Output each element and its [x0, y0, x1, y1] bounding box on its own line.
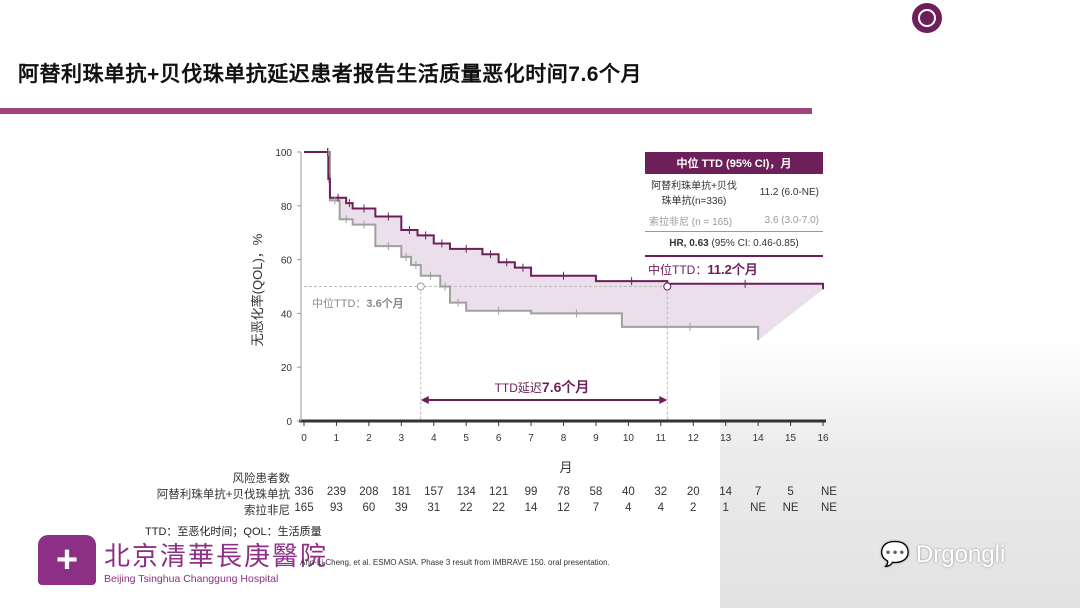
median-sora-label: 中位TTD：3.6个月	[312, 296, 404, 310]
hospital-cross-icon	[38, 535, 96, 585]
x-tick-label: 9	[593, 433, 599, 444]
x-tick-label: 5	[463, 433, 469, 444]
risk-count: 157	[424, 486, 444, 498]
y-tick-label: 80	[281, 202, 293, 213]
risk-count: 2	[690, 502, 697, 514]
risk-row-label: 索拉非尼	[244, 505, 290, 517]
wechat-icon: 💬	[880, 541, 910, 568]
legend-value: 11.2 (6.0-NE)	[759, 186, 819, 198]
slide-title: 阿替利珠单抗+贝伐珠单抗延迟患者报告生活质量恶化时间7.6个月	[18, 63, 642, 86]
hospital-name-en: Beijing Tsinghua Changgung Hospital	[104, 572, 279, 585]
hospital-logo: 北京清華長庚醫院 Beijing Tsinghua Changgung Hosp…	[38, 535, 328, 585]
risk-count: 14	[719, 486, 733, 498]
risk-count: 134	[456, 486, 476, 498]
risk-count: 165	[294, 502, 314, 514]
risk-count: 5	[787, 486, 794, 498]
x-tick-label: 10	[623, 433, 635, 444]
x-tick-label: 13	[720, 433, 732, 444]
y-axis-label: 无恶化率(QOL)，%	[250, 233, 265, 346]
y-tick-label: 20	[281, 363, 293, 374]
legend-label: 阿替利珠单抗+贝伐珠单抗(n=336)	[651, 181, 737, 207]
risk-count: 32	[654, 486, 668, 498]
risk-count: 208	[359, 486, 379, 498]
delay-label: TTD延迟7.6个月	[495, 379, 590, 395]
y-tick-label: 0	[286, 417, 292, 428]
arrow-right-icon	[659, 396, 668, 404]
x-tick-label: 11	[656, 433, 667, 444]
risk-count: 31	[427, 502, 441, 514]
y-tick-label: 40	[281, 309, 293, 320]
legend-value: 3.6 (3.0-7.0)	[764, 215, 819, 226]
arrow-left-icon	[420, 396, 429, 404]
hospital-name-cn: 北京清華長庚醫院	[104, 541, 329, 572]
x-tick-label: 2	[366, 433, 372, 444]
median-marker	[663, 282, 672, 291]
risk-count: 239	[326, 486, 347, 498]
x-tick-label: 0	[301, 433, 307, 444]
x-tick-label: 4	[431, 433, 437, 444]
x-tick-label: 8	[561, 433, 567, 444]
risk-count: 121	[489, 486, 509, 498]
risk-count: 93	[330, 502, 343, 514]
risk-count: 14	[524, 502, 538, 514]
y-tick-label: 100	[275, 148, 292, 159]
x-tick-label: 6	[496, 433, 502, 444]
hazard-ratio: HR, 0.63 (95% CI: 0.46-0.85)	[645, 232, 823, 257]
legend-row-atezo: 阿替利珠单抗+贝伐珠单抗(n=336) 11.2 (6.0-NE)	[645, 174, 823, 210]
median-marker	[416, 282, 425, 291]
risk-count: 58	[589, 486, 603, 498]
risk-count: 99	[524, 486, 538, 498]
risk-count: 39	[394, 502, 408, 514]
x-tick-label: 12	[688, 433, 700, 444]
x-tick-label: 16	[817, 433, 829, 444]
risk-count: 4	[625, 502, 632, 514]
x-tick-label: 3	[399, 433, 405, 444]
risk-count: NE	[750, 502, 767, 514]
risk-count: 181	[391, 486, 411, 498]
between-curves-fill	[304, 152, 823, 341]
x-tick-label: 15	[785, 433, 797, 444]
risk-count: 22	[492, 502, 506, 514]
x-tick-label: 7	[528, 433, 534, 444]
risk-count: 60	[362, 502, 376, 514]
risk-count: 22	[459, 502, 473, 514]
reference: Ann-Li Cheng, et al. ESMO ASIA. Phase 3 …	[300, 558, 610, 567]
footnote: TTD：至恶化时间；QOL：生活质量	[145, 526, 322, 538]
legend-box: 中位 TTD (95% CI)，月 阿替利珠单抗+贝伐珠单抗(n=336) 11…	[645, 152, 823, 257]
risk-count: 40	[621, 486, 635, 498]
risk-count: 78	[557, 486, 570, 498]
legend-row-sora: 索拉非尼 (n = 165) 3.6 (3.0-7.0)	[645, 210, 823, 232]
risk-table-title: 风险患者数	[232, 473, 291, 485]
title-divider	[0, 108, 812, 114]
globe-logo-icon	[912, 3, 942, 33]
risk-row-label: 阿替利珠单抗+贝伐珠单抗	[156, 489, 290, 501]
risk-count: 20	[686, 486, 700, 498]
legend-header: 中位 TTD (95% CI)，月	[645, 152, 823, 174]
legend-label: 索拉非尼 (n = 165)	[649, 217, 733, 228]
risk-count: NE	[821, 486, 837, 498]
median-atezo-label: 中位TTD：11.2个月	[648, 262, 758, 277]
watermark: 💬 Drgongli	[880, 540, 1006, 569]
x-axis-label: 月	[559, 460, 572, 475]
x-tick-label: 14	[753, 433, 765, 444]
risk-count: 336	[294, 486, 314, 498]
risk-count: 4	[657, 502, 665, 514]
risk-count: 7	[592, 502, 600, 514]
risk-count: 1	[722, 502, 729, 514]
risk-count: 12	[557, 502, 570, 514]
x-tick-label: 1	[334, 433, 340, 444]
risk-count: NE	[821, 502, 837, 514]
background-building-image	[720, 340, 1080, 608]
risk-count: NE	[782, 502, 799, 514]
y-tick-label: 60	[281, 256, 293, 267]
risk-count: 7	[754, 486, 762, 498]
